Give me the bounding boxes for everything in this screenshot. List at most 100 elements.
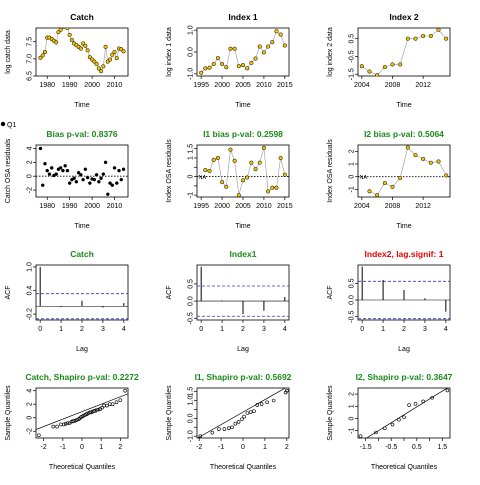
plot-frame: [35, 144, 129, 198]
data-point: [224, 184, 229, 189]
data-point: [375, 73, 380, 76]
data-point: [123, 388, 127, 393]
data-point: [210, 430, 215, 435]
x-tick-label: 1990: [62, 82, 78, 89]
data-point: [367, 69, 372, 74]
y-tick-label: -0.5: [349, 50, 356, 62]
data-point: [76, 170, 81, 175]
panel-p9: Index2, lag.signif: 1 0 1 2 3 4 -0.5 0.0 0.5 Lag A…: [327, 249, 451, 353]
x-tick-label: 1.5: [437, 444, 447, 451]
data-point: [99, 176, 103, 181]
data-point: [252, 409, 256, 414]
plot-area: [36, 146, 128, 196]
x-tick-label: 1: [59, 326, 63, 333]
x-tick-label: 1980: [39, 82, 55, 89]
data-point: [282, 43, 287, 48]
x-tick-label: 2010: [107, 203, 123, 210]
data-point: [112, 166, 117, 170]
x-tick-label: 2015: [277, 82, 293, 89]
x-axis-label: Theoretical Quantiles: [49, 464, 116, 471]
data-point: [67, 181, 72, 185]
chart-title: I2, Shapiro p-val: 0.3647: [356, 372, 453, 382]
data-point: [278, 155, 283, 161]
x-tick-label: 2004: [354, 203, 370, 210]
qq-reference-line: [365, 388, 448, 438]
y-tick-label: -1: [188, 192, 195, 198]
x-tick-label: 2005: [235, 82, 251, 89]
data-point: [101, 172, 106, 176]
y-tick-label: 4: [27, 146, 34, 150]
x-tick-label: 2012: [415, 203, 431, 210]
x-tick-label: -0.5: [385, 444, 397, 451]
data-point: [236, 64, 241, 69]
y-tick-label: -2: [27, 187, 34, 193]
y-tick-label: -1.0: [188, 430, 195, 442]
data-point: [43, 161, 47, 166]
data-point: [230, 425, 234, 430]
data-point: [211, 157, 216, 162]
data-point: [215, 56, 220, 61]
panel-p2: Index 1 1995 2000 2005 2010 2015 -1.0 0.0 1.0 Tim…: [166, 12, 293, 109]
data-point: [375, 193, 380, 197]
data-point: [249, 160, 254, 165]
data-point: [236, 420, 241, 424]
data-point: [85, 175, 90, 180]
x-tick-label: 2000: [84, 203, 100, 210]
data-point: [211, 61, 216, 67]
x-tick-label: 2010: [107, 82, 123, 89]
chart-title: Catch: [70, 249, 94, 259]
x-axis-label: Time: [396, 102, 411, 109]
data-point: [413, 36, 418, 41]
data-point: [92, 177, 97, 182]
x-tick-label: 1: [263, 444, 267, 451]
data-point: [285, 388, 289, 393]
data-point: [222, 427, 227, 431]
data-point: [270, 40, 275, 45]
data-point: [421, 399, 425, 404]
data-point: [240, 63, 246, 68]
x-tick-label: 2000: [214, 203, 230, 210]
data-point: [444, 173, 449, 178]
data-point: [397, 417, 401, 422]
data-point: [266, 44, 271, 49]
panel-p5: I1 bias p-val: 0.2598 1995 2000 2005 2010 201…: [166, 129, 293, 230]
y-tick-label: 2: [349, 149, 356, 153]
x-tick-label: 0: [241, 444, 245, 451]
y-axis-label: ACF: [327, 286, 334, 300]
data-point: [74, 179, 79, 184]
y-tick-label: 7.5: [27, 37, 34, 47]
data-point: [103, 44, 108, 49]
y-axis-label: Sample Quantiles: [166, 385, 173, 441]
x-axis-label: Lag: [398, 346, 410, 353]
data-point: [358, 434, 363, 438]
chart-title: Index 1: [228, 12, 258, 22]
panel-p6: I2 bias p-val: 0.5064 2004 2008 2012 -1 0 1 2 Ti…: [327, 129, 451, 230]
data-point: [106, 192, 110, 196]
data-point: [430, 395, 434, 400]
x-tick-label: 2004: [354, 82, 370, 89]
data-point: [63, 422, 68, 426]
y-axis-label: ACF: [5, 286, 12, 300]
data-point: [257, 160, 262, 165]
y-tick-label: 0.5: [188, 279, 195, 289]
data-point: [63, 164, 67, 168]
data-point: [215, 155, 220, 161]
data-point: [114, 56, 119, 61]
chart-title: Catch: [70, 12, 94, 22]
plot-area: [38, 28, 126, 74]
series-line: [369, 146, 447, 196]
data-point: [390, 422, 395, 427]
x-axis-label: Time: [235, 102, 250, 109]
x-tick-label: 2: [118, 444, 122, 451]
plot-frame: [357, 144, 451, 198]
panel-p7: Catch 0 1 2 3 4 -0.2 0.4 1.0 Lag ACF: [5, 249, 129, 353]
y-tick-label: 0.5: [349, 34, 356, 44]
y-tick-label: 1.0: [188, 396, 195, 406]
x-tick-label: 2: [80, 326, 84, 333]
data-point: [265, 400, 269, 405]
data-point: [390, 62, 395, 67]
data-point: [220, 61, 225, 67]
x-tick-label: -1.5: [360, 444, 372, 451]
data-point: [118, 398, 123, 402]
plot-area: [358, 145, 450, 197]
